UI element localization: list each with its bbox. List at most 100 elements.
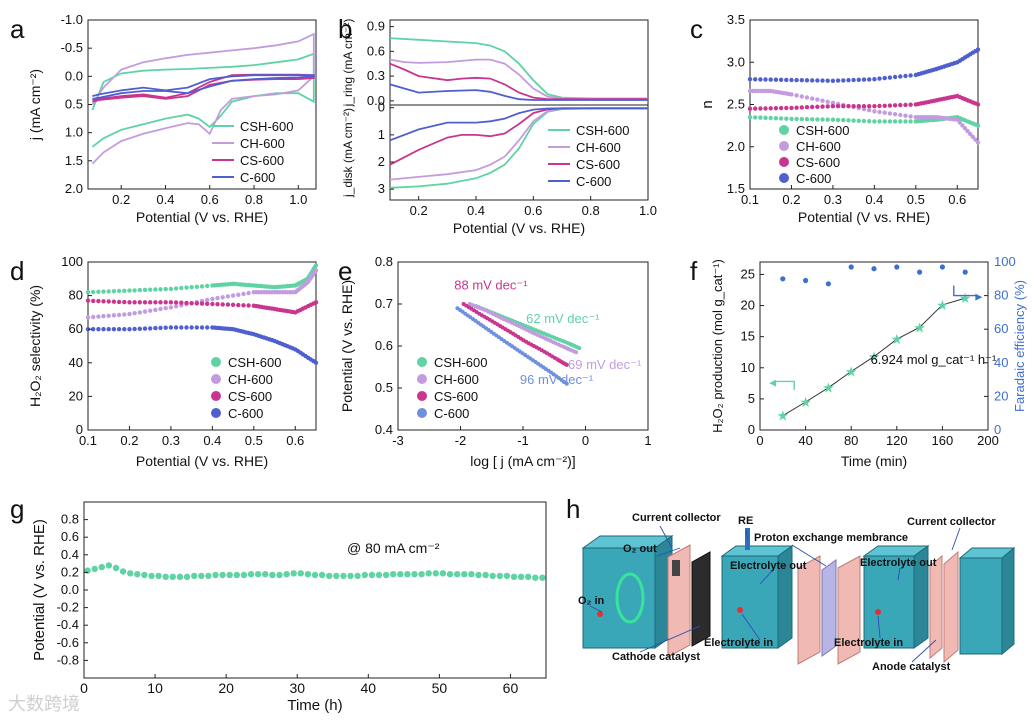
anode-current-collector bbox=[943, 550, 959, 664]
gasket-2 bbox=[837, 555, 861, 665]
legend-label: CS-600 bbox=[240, 153, 284, 168]
panel-letter: a bbox=[10, 14, 25, 44]
x-tick-label: 0.1 bbox=[741, 192, 759, 207]
n-point bbox=[773, 77, 779, 82]
x-tick-label: 200 bbox=[977, 433, 999, 448]
x-axis-label: Potential (V vs. RHE) bbox=[798, 209, 930, 225]
n-point bbox=[825, 99, 830, 105]
y-axis-label-right: Faradaic efficiency (%) bbox=[1012, 280, 1027, 412]
stability-point bbox=[183, 573, 191, 580]
cv-curve bbox=[92, 74, 315, 100]
tafel-point bbox=[574, 350, 579, 355]
n-point bbox=[778, 77, 784, 83]
cathode-chamber bbox=[721, 555, 779, 649]
y-tick-label: 40 bbox=[69, 355, 83, 370]
legend-marker bbox=[211, 391, 221, 401]
production-point: ★ bbox=[845, 364, 858, 380]
n-point bbox=[830, 104, 836, 109]
selectivity-point bbox=[111, 299, 117, 304]
x-tick-label: 120 bbox=[886, 433, 908, 448]
n-point bbox=[970, 134, 975, 139]
selectivity-point bbox=[168, 286, 174, 292]
tafel-point bbox=[577, 346, 582, 351]
panel-d: 0.1 0.2 0.3 0.4 0.5 0.6 0 20 40 60 80 100 Potential … bbox=[10, 254, 319, 469]
n-point bbox=[778, 105, 784, 111]
stability-point bbox=[162, 573, 169, 580]
plot-frame bbox=[87, 261, 317, 431]
selectivity-point bbox=[91, 298, 96, 304]
stability-point bbox=[176, 573, 184, 580]
selectivity-point bbox=[189, 285, 194, 290]
n-point bbox=[830, 117, 836, 122]
n-point bbox=[975, 123, 981, 128]
stability-point bbox=[418, 571, 425, 578]
selectivity-point bbox=[91, 327, 96, 332]
stability-point bbox=[404, 571, 411, 578]
x-tick-label: 30 bbox=[289, 680, 305, 696]
y-tick-label: 0.7 bbox=[375, 296, 393, 311]
anode-end-block bbox=[959, 557, 1003, 655]
schematic-label: Electrolyte in bbox=[834, 637, 903, 649]
left-axis-arrowhead: ◀ bbox=[769, 377, 776, 387]
n-point bbox=[763, 115, 768, 121]
n-point bbox=[841, 104, 846, 109]
selectivity-point bbox=[148, 326, 153, 331]
stability-point bbox=[141, 571, 148, 579]
n-point bbox=[975, 102, 981, 107]
stability-point bbox=[503, 572, 511, 580]
stability-point bbox=[233, 571, 240, 579]
x-tick-label: -2 bbox=[455, 433, 467, 448]
n-point bbox=[804, 78, 810, 83]
y-tick-label: 3.5 bbox=[727, 12, 745, 27]
selectivity-point bbox=[210, 301, 215, 307]
flow-field bbox=[615, 572, 645, 624]
n-point bbox=[825, 78, 830, 83]
selectivity-point bbox=[106, 313, 111, 318]
gasket-1 bbox=[797, 555, 821, 665]
y-tick-label: 0 bbox=[76, 422, 83, 437]
n-point bbox=[815, 104, 820, 110]
y-tick-label: 20 bbox=[69, 388, 83, 403]
n-point bbox=[882, 75, 887, 81]
production-point: ★ bbox=[822, 380, 835, 396]
selectivity-point bbox=[205, 283, 210, 289]
selectivity-point bbox=[179, 285, 184, 291]
selectivity-point bbox=[116, 327, 122, 332]
electrolyte-in-port bbox=[737, 607, 743, 613]
selectivity-point bbox=[220, 302, 225, 307]
y-tick-label: 0.4 bbox=[375, 422, 393, 437]
n-point bbox=[846, 78, 851, 83]
stability-point bbox=[112, 564, 120, 572]
n-point bbox=[965, 128, 970, 134]
stability-point bbox=[290, 570, 297, 577]
stability-point bbox=[368, 571, 376, 579]
selectivity-point bbox=[91, 314, 96, 320]
stability-point bbox=[169, 573, 176, 580]
selectivity-point bbox=[313, 268, 319, 273]
tafel-slope-label: 96 mV dec⁻¹ bbox=[520, 372, 594, 387]
selectivity-point bbox=[230, 302, 236, 307]
y-tick-label: 0 bbox=[994, 422, 1001, 437]
stability-point bbox=[247, 571, 255, 578]
n-point bbox=[962, 126, 968, 131]
n-point bbox=[861, 104, 867, 109]
schematic-label: Current collector bbox=[632, 512, 721, 524]
x-tick-label: 0.2 bbox=[120, 433, 138, 448]
stability-point bbox=[411, 571, 418, 578]
x-axis-label: Potential (V vs. RHE) bbox=[453, 220, 585, 236]
n-point bbox=[892, 74, 898, 80]
n-point bbox=[898, 112, 903, 118]
n-point bbox=[835, 117, 841, 123]
stability-point bbox=[454, 571, 461, 578]
stability-point bbox=[198, 572, 205, 580]
x-tick-label: -1 bbox=[517, 433, 529, 448]
plot-frame bbox=[759, 261, 989, 431]
legend-label: C-600 bbox=[228, 406, 263, 421]
stability-point bbox=[496, 572, 503, 580]
stability-point bbox=[98, 563, 106, 571]
selectivity-point bbox=[168, 300, 174, 305]
efficiency-point bbox=[894, 264, 900, 270]
leader-line bbox=[656, 547, 681, 557]
selectivity-point bbox=[148, 300, 153, 305]
right-axis-arrow bbox=[953, 285, 977, 297]
